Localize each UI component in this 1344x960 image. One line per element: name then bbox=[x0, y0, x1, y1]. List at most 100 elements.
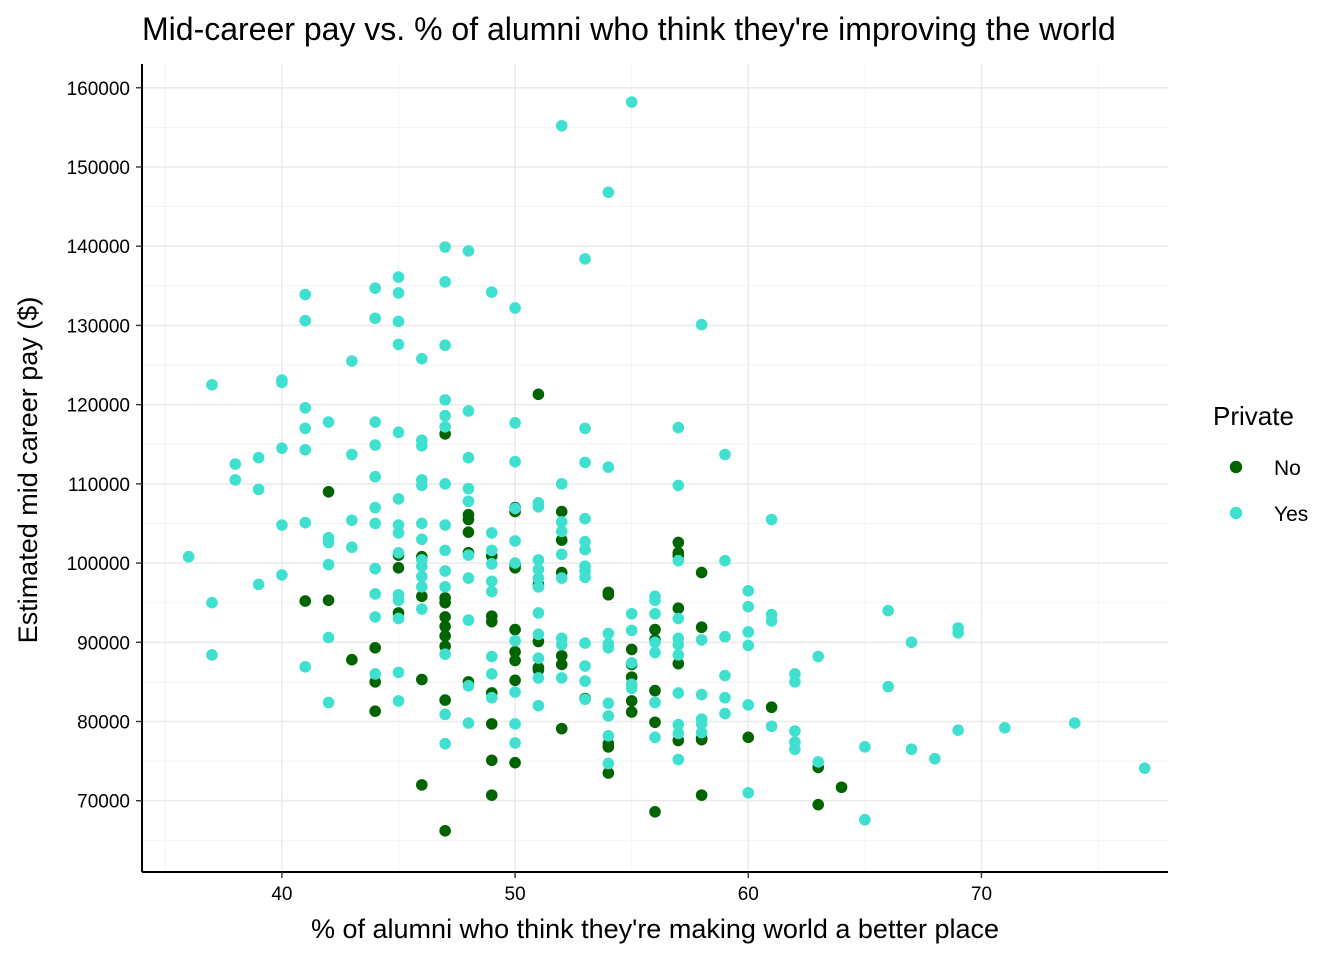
point-yes bbox=[742, 626, 755, 638]
point-yes bbox=[416, 581, 428, 593]
point-yes bbox=[392, 315, 405, 328]
point-yes bbox=[672, 687, 685, 699]
point-yes bbox=[276, 519, 288, 531]
point-yes bbox=[346, 541, 358, 554]
point-yes bbox=[462, 717, 475, 729]
legend-label-yes: Yes bbox=[1274, 503, 1308, 526]
point-yes bbox=[369, 470, 381, 483]
point-yes bbox=[276, 569, 288, 581]
point-yes bbox=[742, 699, 755, 711]
point-yes bbox=[602, 729, 615, 742]
point-yes bbox=[579, 456, 591, 469]
point-yes bbox=[392, 271, 405, 283]
point-yes bbox=[509, 718, 521, 730]
point-yes bbox=[509, 634, 521, 647]
point-yes bbox=[532, 572, 545, 584]
point-no bbox=[672, 657, 685, 670]
point-yes bbox=[276, 376, 288, 389]
point-yes bbox=[439, 565, 451, 577]
point-yes bbox=[485, 544, 498, 557]
point-no bbox=[509, 756, 521, 769]
point-yes bbox=[555, 119, 568, 132]
point-yes bbox=[695, 688, 708, 701]
data-points bbox=[182, 96, 1151, 837]
point-no bbox=[765, 701, 778, 714]
point-yes bbox=[509, 557, 521, 569]
point-no bbox=[416, 779, 428, 791]
point-no bbox=[812, 798, 825, 811]
point-yes bbox=[952, 626, 964, 639]
x-axis-title: % of alumni who think they're making wor… bbox=[311, 914, 999, 944]
point-yes bbox=[509, 417, 521, 429]
point-yes bbox=[672, 753, 685, 766]
point-yes bbox=[579, 660, 591, 672]
point-yes bbox=[579, 253, 591, 265]
y-tick-label: 120000 bbox=[67, 396, 130, 417]
point-yes bbox=[789, 676, 801, 688]
point-yes bbox=[719, 630, 731, 643]
legend: Private No Yes bbox=[1213, 401, 1308, 526]
point-yes bbox=[789, 725, 801, 737]
x-tick-label: 70 bbox=[971, 884, 992, 905]
y-tick-label: 70000 bbox=[77, 792, 130, 813]
point-yes bbox=[555, 638, 568, 651]
point-no bbox=[485, 789, 498, 801]
point-yes bbox=[812, 756, 825, 768]
y-axis-ticks: 70000 80000 90000 100000 110000 120000 130000 1… bbox=[67, 79, 142, 813]
point-yes bbox=[322, 416, 335, 428]
point-yes bbox=[229, 474, 242, 486]
legend-key-yes bbox=[1229, 506, 1243, 520]
point-yes bbox=[719, 707, 731, 720]
point-yes bbox=[392, 527, 405, 539]
point-no bbox=[672, 536, 685, 549]
point-yes bbox=[859, 741, 871, 753]
point-no bbox=[346, 653, 358, 666]
point-yes bbox=[322, 631, 335, 644]
point-yes bbox=[439, 648, 451, 660]
point-yes bbox=[462, 451, 475, 464]
point-yes bbox=[649, 636, 661, 649]
point-yes bbox=[346, 448, 358, 461]
point-yes bbox=[929, 752, 941, 765]
point-no bbox=[672, 602, 685, 615]
point-no bbox=[555, 534, 568, 546]
point-yes bbox=[509, 535, 521, 547]
point-yes bbox=[672, 479, 685, 492]
point-yes bbox=[719, 554, 731, 567]
point-yes bbox=[416, 479, 428, 492]
point-yes bbox=[416, 440, 428, 452]
point-yes bbox=[625, 624, 638, 637]
point-yes bbox=[882, 604, 894, 617]
point-yes bbox=[579, 571, 591, 584]
point-yes bbox=[532, 672, 545, 684]
point-yes bbox=[485, 527, 498, 539]
point-yes bbox=[299, 443, 312, 456]
point-yes bbox=[485, 668, 498, 680]
point-yes bbox=[555, 572, 568, 584]
x-tick-label: 60 bbox=[738, 884, 759, 905]
point-yes bbox=[742, 584, 755, 597]
point-yes bbox=[532, 699, 545, 712]
y-tick-label: 160000 bbox=[67, 79, 130, 100]
point-yes bbox=[579, 543, 591, 556]
point-no bbox=[509, 674, 521, 687]
gridlines bbox=[142, 64, 1168, 872]
point-yes bbox=[649, 731, 661, 744]
point-yes bbox=[532, 554, 545, 566]
point-yes bbox=[369, 562, 381, 575]
point-yes bbox=[462, 549, 475, 561]
point-yes bbox=[346, 355, 358, 367]
point-yes bbox=[485, 650, 498, 663]
point-yes bbox=[765, 615, 778, 627]
point-yes bbox=[439, 708, 451, 721]
point-yes bbox=[439, 394, 451, 406]
point-no bbox=[416, 673, 428, 686]
point-yes bbox=[555, 516, 568, 528]
point-yes bbox=[1138, 762, 1151, 775]
point-yes bbox=[672, 727, 685, 740]
point-yes bbox=[602, 710, 615, 722]
point-yes bbox=[625, 96, 638, 108]
point-yes bbox=[789, 743, 801, 756]
point-yes bbox=[579, 675, 591, 687]
point-yes bbox=[299, 401, 312, 414]
